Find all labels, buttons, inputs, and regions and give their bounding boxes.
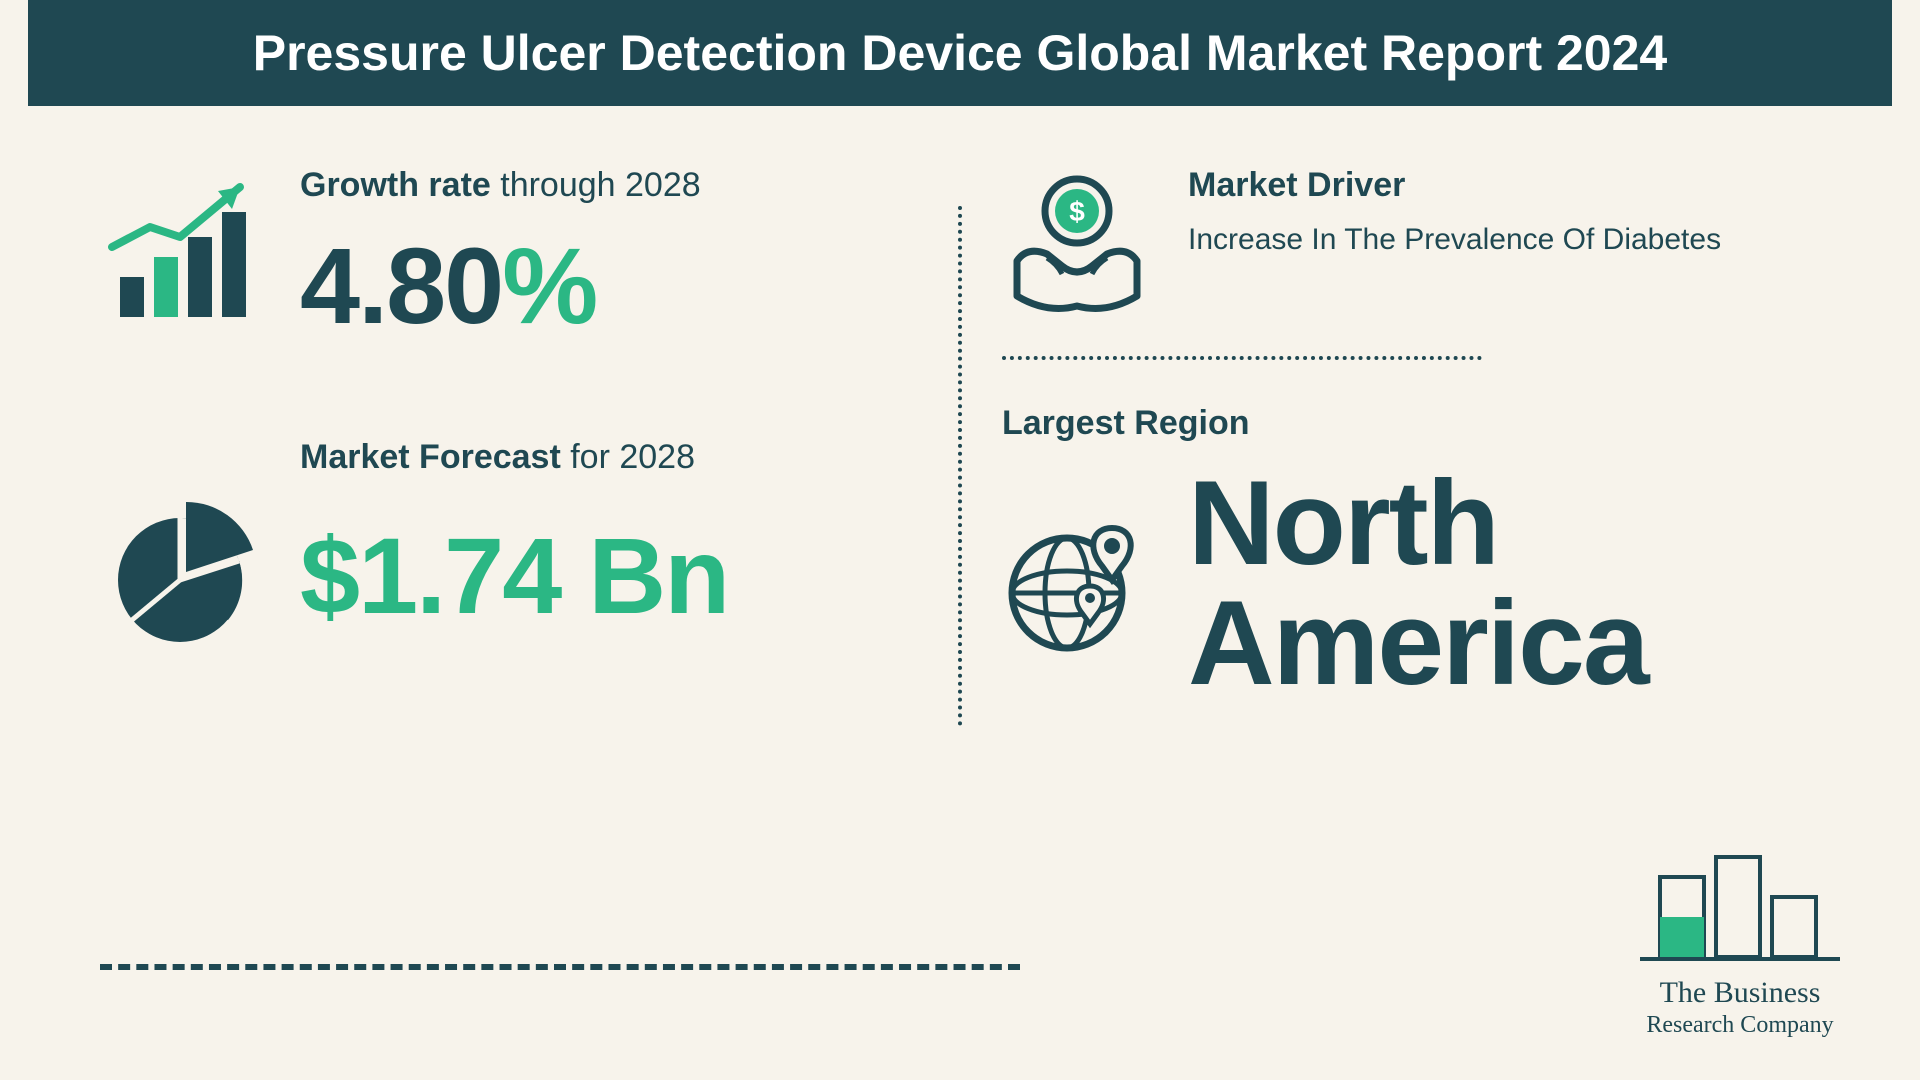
- forecast-label-bold: Market Forecast: [300, 438, 561, 476]
- growth-label-thin: through 2028: [491, 166, 701, 204]
- dot-divider: [1002, 356, 1482, 360]
- content-grid: Growth rate through 2028 4.80% Market Fo…: [0, 106, 1920, 926]
- region-line2: America: [1188, 576, 1648, 710]
- growth-label-bold: Growth rate: [300, 166, 491, 204]
- forecast-value: $1.74 Bn: [300, 513, 918, 638]
- growth-value-accent: %: [502, 225, 596, 346]
- header-title: Pressure Ulcer Detection Device Global M…: [253, 25, 1667, 81]
- logo-text: The Business Research Company: [1630, 975, 1850, 1040]
- logo-line1: The Business: [1630, 975, 1850, 1011]
- hands-coin-icon: $: [1002, 166, 1152, 316]
- header-bar: Pressure Ulcer Detection Device Global M…: [28, 0, 1892, 106]
- forecast-value-pre: $: [300, 515, 358, 636]
- logo-line2: Research Company: [1630, 1011, 1850, 1040]
- region-label: Largest Region: [1002, 404, 1820, 443]
- pie-icon: [100, 495, 260, 655]
- forecast-block: Market Forecast for 2028: [100, 438, 918, 655]
- logo-icon: [1630, 847, 1850, 967]
- forecast-label: Market Forecast for 2028: [300, 438, 918, 477]
- globe-icon: [1002, 508, 1152, 658]
- driver-block: $ Market Driver Increase In The Prevalen…: [1002, 166, 1820, 316]
- growth-block: Growth rate through 2028 4.80%: [100, 166, 918, 348]
- region-line1: North: [1188, 456, 1498, 590]
- growth-icon: [100, 177, 260, 337]
- driver-label: Market Driver: [1188, 166, 1721, 205]
- growth-value-main: 4.80: [300, 225, 502, 346]
- driver-body: Increase In The Prevalence Of Diabetes: [1188, 223, 1721, 257]
- bottom-dashes: [100, 964, 1020, 970]
- growth-label: Growth rate through 2028: [300, 166, 918, 205]
- logo: The Business Research Company: [1630, 847, 1850, 1040]
- forecast-label-thin: for 2028: [561, 438, 695, 476]
- region-block: Largest Region: [1002, 404, 1820, 703]
- growth-value: 4.80%: [300, 223, 918, 348]
- svg-text:$: $: [1069, 196, 1085, 227]
- left-column: Growth rate through 2028 4.80% Market Fo…: [100, 166, 918, 926]
- forecast-value-main: 1.74 Bn: [358, 515, 728, 636]
- right-column: $ Market Driver Increase In The Prevalen…: [1002, 166, 1820, 926]
- vertical-divider: [958, 206, 962, 726]
- region-value: North America: [1188, 463, 1648, 703]
